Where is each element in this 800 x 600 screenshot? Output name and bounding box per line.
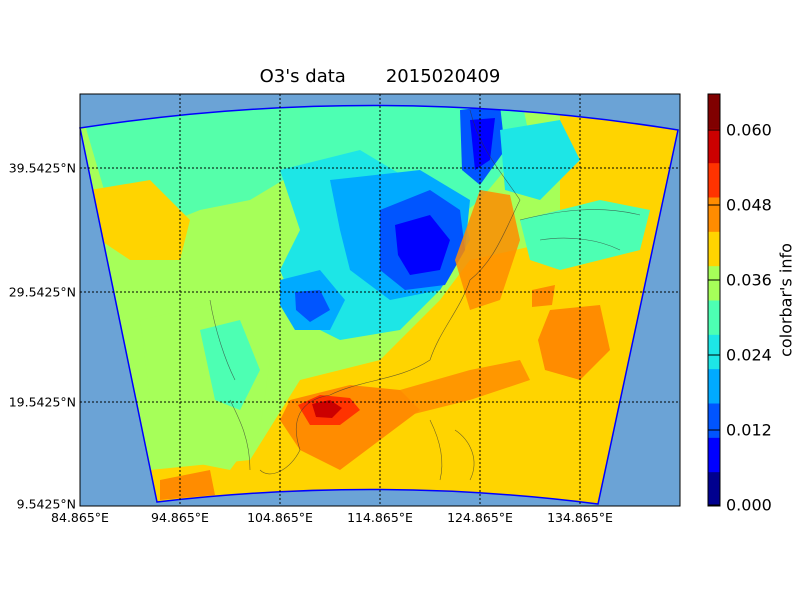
colorbar-tick-label: 0.000 xyxy=(726,495,772,515)
colorbar-segment xyxy=(708,94,720,129)
colorbar-segment xyxy=(708,403,720,438)
colorbar-segment xyxy=(708,128,720,164)
colorbar-tick-marks xyxy=(708,129,720,506)
colorbar-tick-label: 0.024 xyxy=(726,345,772,365)
colorbar-segment xyxy=(708,437,720,473)
lat-tick-label: 9.5425°N xyxy=(16,496,76,512)
lon-tick-label: 124.865°E xyxy=(447,510,513,525)
colorbar-segment xyxy=(708,368,720,404)
colorbar-tick-label: 0.012 xyxy=(726,420,772,440)
map-title: O3's data 2015020409 xyxy=(259,66,501,87)
colorbar-tick-label: 0.036 xyxy=(726,270,772,290)
lon-tick-label: 104.865°E xyxy=(247,510,313,525)
gridlines xyxy=(80,94,680,506)
colorbar-label: colorbar's info xyxy=(776,243,796,357)
colorbar-frame xyxy=(707,93,721,507)
ozone-field xyxy=(80,105,678,504)
lat-tick-label: 39.5425°N xyxy=(8,160,76,176)
lat-tick-label: 19.5425°N xyxy=(8,394,76,410)
colorbar-segment xyxy=(708,231,720,267)
map-frame xyxy=(79,93,681,507)
colorbar-segment xyxy=(708,471,720,507)
lon-tick-label: 84.865°E xyxy=(51,510,109,525)
colorbar-segment xyxy=(708,197,720,232)
colorbar-segment xyxy=(708,162,720,198)
domain-boundary xyxy=(79,104,679,505)
lon-tick-label: 134.865°E xyxy=(547,510,613,525)
colorbar-segment xyxy=(708,334,720,370)
colorbar-tick-label: 0.048 xyxy=(726,195,772,215)
colorbar-tick-label: 0.060 xyxy=(726,120,772,140)
lon-tick-label: 114.865°E xyxy=(347,510,413,525)
lon-tick-label: 94.865°E xyxy=(151,510,209,525)
coastlines xyxy=(209,109,641,481)
colorbar-segment xyxy=(708,300,720,335)
colorbar xyxy=(708,94,720,507)
colorbar-segment xyxy=(708,265,720,301)
lat-tick-label: 29.5425°N xyxy=(8,284,76,300)
